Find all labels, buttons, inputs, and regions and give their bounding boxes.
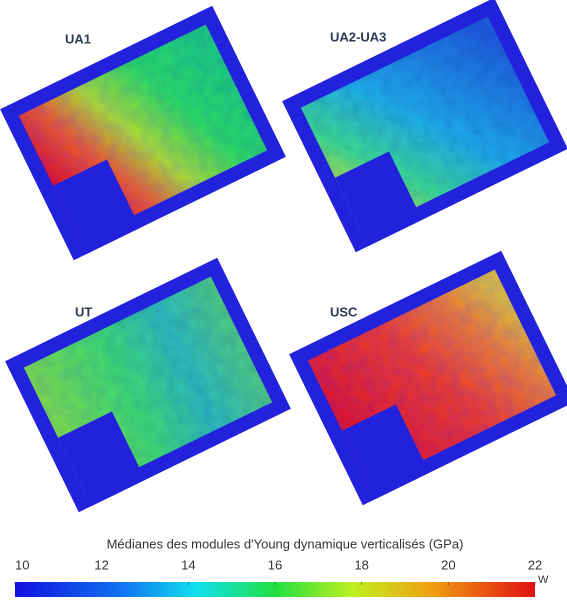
panel-label: USC [330, 304, 358, 319]
tick-label: 18 [354, 557, 368, 572]
map-panel [289, 251, 567, 505]
map-panel [0, 6, 286, 260]
map-panel [282, 0, 567, 252]
panel-label: UA1 [65, 31, 91, 46]
tick-label: 14 [181, 557, 195, 572]
colorbar-title: Médianes des modules d'Young dynamique v… [107, 536, 464, 551]
tick-label: 16 [268, 557, 282, 572]
panel-label: UA2-UA3 [330, 29, 386, 44]
tick-label: 12 [94, 557, 108, 572]
tick-label: 10 [15, 557, 29, 572]
panel-label: UT [75, 304, 92, 319]
map-panel [5, 258, 291, 512]
compass-label: W [538, 574, 549, 586]
tick-label: 20 [441, 557, 455, 572]
figure: Médianes des modules d'Young dynamique v… [0, 0, 567, 599]
tick-label: 22 [528, 557, 542, 572]
